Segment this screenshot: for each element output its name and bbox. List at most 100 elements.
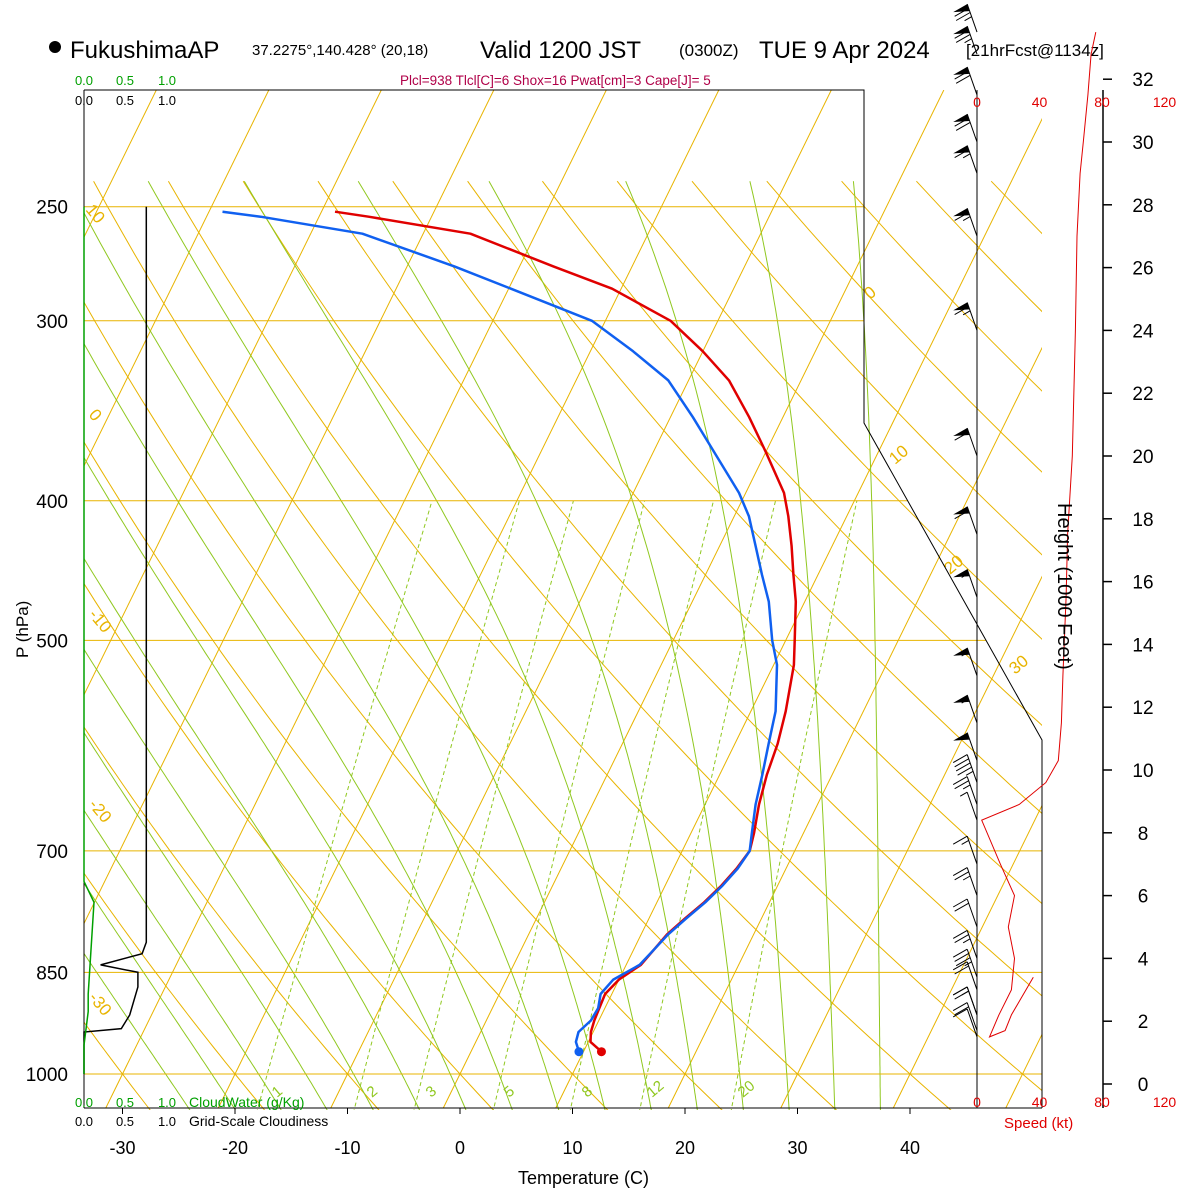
isotherm-line	[442, 90, 945, 1109]
cloud-water-line	[83, 206, 95, 1074]
isotherm-line	[84, 90, 270, 468]
wind-barb	[953, 427, 978, 457]
moist-adiabat-line	[84, 211, 560, 1110]
dry-adiabat-label: 30	[1005, 651, 1032, 678]
dry-adiabat-label: 0	[85, 405, 106, 424]
wind-speed-profile	[981, 31, 1097, 1038]
height-tick-label: 26	[1132, 259, 1153, 280]
height-tick-label: 0	[1138, 1075, 1149, 1096]
mixing-ratio-line	[256, 500, 433, 1110]
cloud-water-tick-top: 0.0	[75, 73, 93, 88]
sounding-series	[222, 210, 798, 1057]
moist-adiabat-line	[749, 181, 836, 1110]
dry-adiabat-label: 10	[885, 441, 912, 468]
forecast-info: [21hrFcst@1134z]	[966, 41, 1104, 60]
mixing-ratio-line	[413, 500, 574, 1110]
mixing-ratio-lines	[256, 500, 858, 1110]
surface-temperature-point	[596, 1047, 606, 1057]
x-tick-label: 30	[787, 1138, 807, 1158]
dry-adiabat-line	[84, 1021, 151, 1110]
wind-barb	[952, 776, 978, 805]
dry-adiabat-line	[542, 180, 1042, 726]
wind-barb	[953, 145, 978, 174]
mixing-ratio-line	[730, 500, 858, 1110]
isotherm-line	[84, 90, 495, 925]
x-tick-label: -20	[222, 1138, 248, 1158]
mixing-ratio-line	[569, 500, 714, 1110]
height-tick-label: 20	[1132, 447, 1153, 468]
moist-adiabat-line	[488, 180, 744, 1110]
cloud-water-tick-top: 0.5	[116, 73, 134, 88]
moist-adiabat-line	[84, 731, 328, 1110]
wind-barb	[952, 929, 978, 959]
dry-adiabat-line	[616, 180, 1042, 640]
moist-adiabat-line	[84, 648, 374, 1110]
wind-barbs	[952, 3, 978, 1038]
height-tick-label: 30	[1132, 133, 1153, 154]
x-axis-label: Temperature (C)	[518, 1168, 649, 1188]
mixing-ratio-label: 8	[579, 1083, 596, 1101]
dewpoint-line	[222, 210, 779, 1053]
moist-adiabat-lines	[84, 180, 881, 1110]
dry-adiabat-line	[84, 726, 380, 1110]
dry-adiabat-line	[167, 180, 952, 1110]
pressure-tick-label: 400	[36, 492, 68, 513]
wind-barb	[953, 25, 978, 55]
cloudiness-tick-top: 0.0	[75, 93, 93, 108]
isotherm-line	[330, 90, 832, 1109]
mixing-ratio-line	[639, 500, 776, 1110]
wind-barb	[953, 569, 978, 598]
wind-barb	[953, 732, 978, 761]
isobar-lines	[84, 206, 1042, 1075]
mixing-ratio-line	[492, 500, 646, 1110]
speed-tick-label-top: 40	[1032, 94, 1048, 110]
height-tick-label: 22	[1132, 384, 1153, 405]
wind-barb	[952, 961, 978, 990]
height-tick-label: 8	[1138, 824, 1149, 845]
x-tick-label: 40	[900, 1138, 920, 1158]
dry-adiabat-line	[317, 180, 1042, 997]
speed-tick-label-bottom: 120	[1153, 1094, 1177, 1110]
cloud-water-tick-bottom: 1.0	[158, 1095, 176, 1110]
mixing-ratio-label: 5	[501, 1083, 518, 1101]
isotherm-line	[84, 90, 157, 239]
x-tick-label: -10	[334, 1138, 360, 1158]
mixing-ratio-label: 12	[644, 1077, 668, 1101]
temperature-line	[334, 210, 798, 1053]
station-coords: 37.2275°,140.428° (20,18)	[252, 42, 428, 59]
cloudiness-tick-bottom: 0.0	[75, 1114, 93, 1129]
cloud-water-tick-bottom: 0.5	[116, 1095, 134, 1110]
wind-barb	[953, 66, 978, 96]
wind-barb	[952, 835, 978, 865]
pressure-axis-ticks: 250 300 400 500 700 850 1000	[26, 198, 68, 1086]
wind-barb	[953, 506, 978, 535]
wind-barb	[959, 791, 978, 821]
isotherm-line	[217, 90, 720, 1109]
speed-tick-label-top: 80	[1094, 94, 1110, 110]
valid-date: TUE 9 Apr 2024	[759, 37, 930, 64]
height-tick-label: 24	[1132, 321, 1154, 342]
height-tick-label: 10	[1132, 761, 1153, 782]
pressure-tick-label: 1000	[26, 1065, 68, 1086]
wind-barb	[952, 754, 978, 783]
wind-barb	[952, 986, 978, 1016]
height-tick-label: 32	[1132, 70, 1153, 91]
surface-dewpoint-point	[574, 1047, 584, 1057]
x-tick-label: 0	[455, 1138, 465, 1158]
valid-time: Valid 1200 JST	[480, 37, 641, 64]
station-name: FukushimaAP	[70, 37, 219, 64]
moist-adiabat-line	[84, 882, 236, 1110]
pressure-tick-label: 500	[36, 631, 68, 652]
sounding-indices: Plcl=938 Tlcl[C]=6 Shox=16 Pwat[cm]=3 Ca…	[400, 73, 711, 88]
cloudiness-tick-bottom: 0.5	[116, 1114, 134, 1129]
height-tick-label: 18	[1132, 510, 1153, 531]
wind-barb	[952, 1008, 978, 1038]
isotherm-line	[667, 346, 1042, 1109]
dry-adiabat-line	[93, 180, 838, 1110]
wind-barb	[953, 208, 978, 237]
wind-barb	[952, 898, 978, 928]
cloudiness-tick-top: 0.5	[116, 93, 134, 108]
